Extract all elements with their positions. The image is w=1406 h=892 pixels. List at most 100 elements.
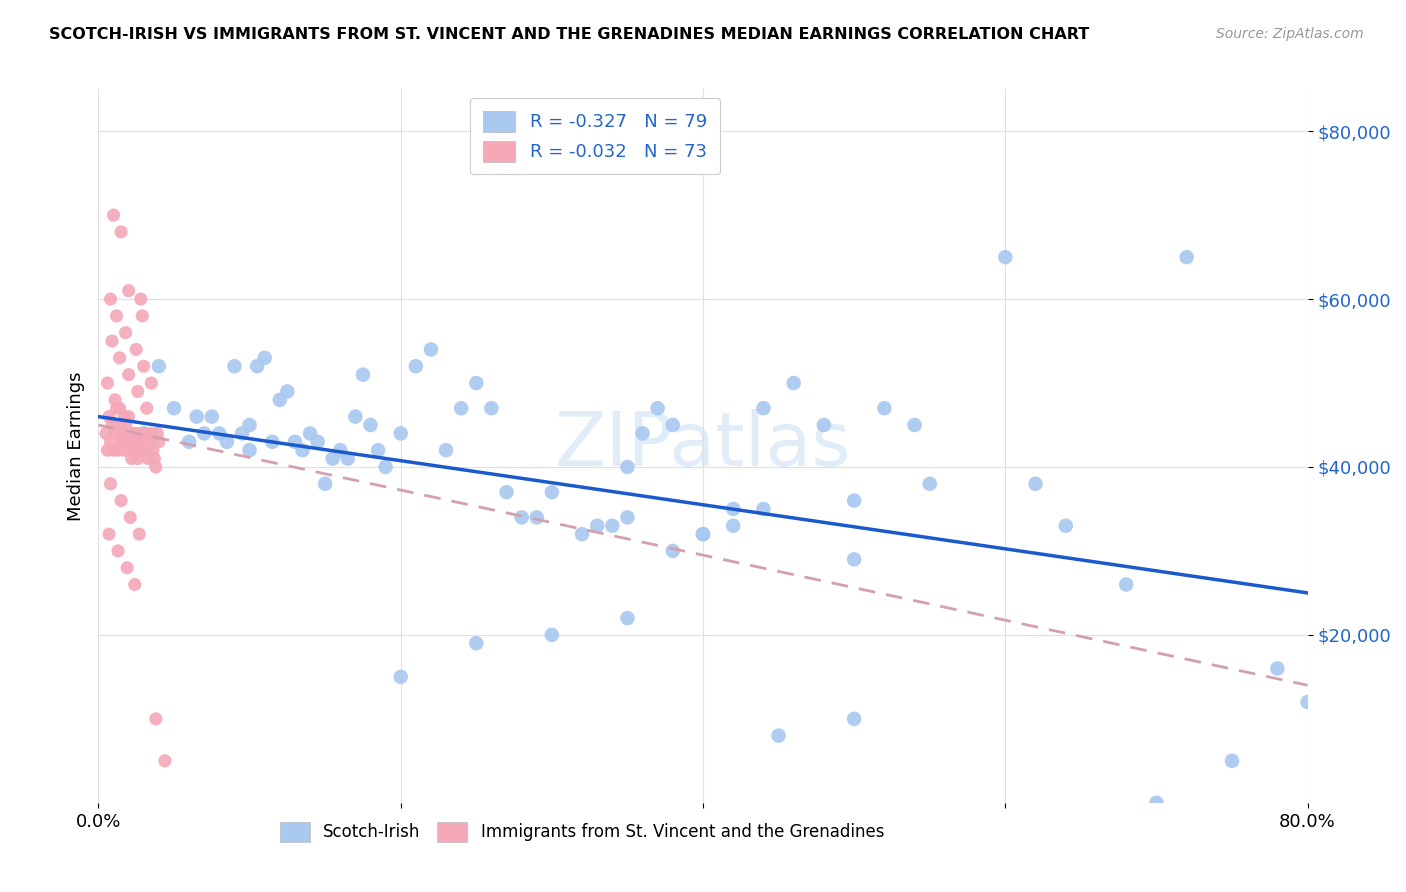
Point — [420, 343, 443, 357]
Point — [1220, 754, 1243, 768]
Point — [389, 670, 412, 684]
Point — [374, 460, 396, 475]
Point — [143, 451, 166, 466]
Point — [120, 434, 142, 449]
Point — [134, 426, 156, 441]
Point — [495, 485, 517, 500]
Point — [239, 417, 262, 432]
Point — [145, 460, 167, 475]
Point — [352, 368, 374, 382]
Point — [1054, 518, 1077, 533]
Point — [291, 443, 314, 458]
Point — [118, 443, 141, 458]
Point — [118, 409, 141, 424]
Point — [103, 208, 125, 222]
Point — [768, 729, 790, 743]
Point — [193, 426, 215, 441]
Point — [752, 502, 775, 516]
Point — [269, 392, 291, 407]
Point — [101, 417, 124, 432]
Point — [114, 426, 136, 441]
Point — [723, 502, 745, 516]
Point — [813, 417, 835, 432]
Point — [142, 443, 165, 458]
Point — [114, 326, 136, 340]
Point — [299, 426, 322, 441]
Point — [121, 451, 143, 466]
Point — [1144, 796, 1167, 810]
Point — [918, 476, 941, 491]
Point — [125, 343, 148, 357]
Point — [105, 417, 128, 432]
Point — [124, 434, 146, 449]
Point — [98, 527, 121, 541]
Point — [1175, 250, 1198, 264]
Point — [153, 754, 176, 768]
Text: Source: ZipAtlas.com: Source: ZipAtlas.com — [1216, 27, 1364, 41]
Point — [540, 485, 562, 500]
Point — [129, 292, 152, 306]
Point — [131, 309, 153, 323]
Point — [135, 401, 157, 416]
Point — [112, 443, 135, 458]
Point — [661, 417, 683, 432]
Point — [111, 434, 134, 449]
Point — [1267, 661, 1289, 675]
Point — [405, 359, 427, 374]
Point — [124, 434, 146, 449]
Point — [179, 434, 201, 449]
Point — [336, 451, 359, 466]
Point — [136, 451, 159, 466]
Point — [128, 434, 150, 449]
Point — [465, 376, 488, 390]
Point — [125, 443, 148, 458]
Point — [132, 426, 155, 441]
Point — [104, 392, 127, 407]
Legend: Scotch-Irish, Immigrants from St. Vincent and the Grenadines: Scotch-Irish, Immigrants from St. Vincen… — [270, 813, 894, 852]
Point — [100, 434, 122, 449]
Point — [105, 401, 128, 416]
Point — [141, 376, 163, 390]
Point — [100, 292, 122, 306]
Point — [434, 443, 457, 458]
Point — [284, 434, 307, 449]
Point — [322, 451, 344, 466]
Point — [844, 552, 866, 566]
Point — [96, 443, 118, 458]
Point — [873, 401, 896, 416]
Point — [783, 376, 806, 390]
Point — [108, 417, 131, 432]
Point — [186, 409, 208, 424]
Point — [163, 401, 186, 416]
Point — [276, 384, 298, 399]
Point — [122, 426, 145, 441]
Point — [215, 434, 238, 449]
Point — [904, 417, 927, 432]
Point — [540, 628, 562, 642]
Point — [122, 426, 145, 441]
Point — [128, 527, 150, 541]
Point — [616, 510, 638, 524]
Point — [602, 518, 624, 533]
Point — [127, 384, 149, 399]
Point — [98, 409, 121, 424]
Point — [121, 443, 143, 458]
Point — [224, 359, 246, 374]
Point — [105, 309, 128, 323]
Point — [692, 527, 714, 541]
Point — [110, 225, 132, 239]
Point — [360, 417, 382, 432]
Point — [94, 426, 117, 441]
Text: ZIPatlas: ZIPatlas — [555, 409, 851, 483]
Text: SCOTCH-IRISH VS IMMIGRANTS FROM ST. VINCENT AND THE GRENADINES MEDIAN EARNINGS C: SCOTCH-IRISH VS IMMIGRANTS FROM ST. VINC… — [49, 27, 1090, 42]
Point — [389, 426, 412, 441]
Point — [107, 443, 129, 458]
Point — [110, 493, 132, 508]
Point — [616, 460, 638, 475]
Point — [844, 712, 866, 726]
Point — [844, 493, 866, 508]
Point — [1115, 577, 1137, 591]
Point — [115, 426, 138, 441]
Point — [616, 611, 638, 625]
Point — [118, 284, 141, 298]
